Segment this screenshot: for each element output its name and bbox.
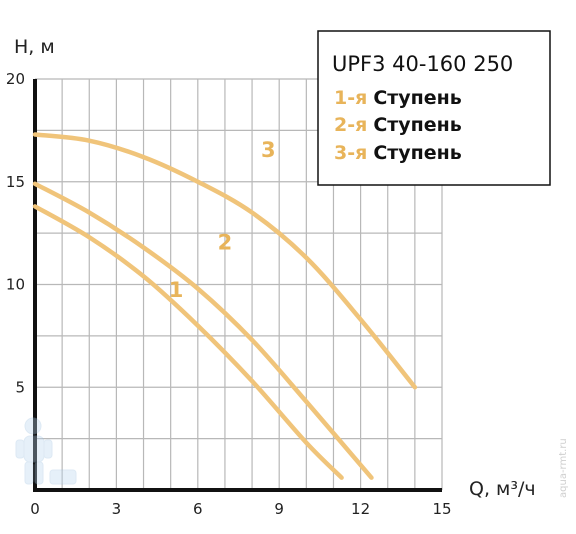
series-3-label: 3 <box>261 138 276 162</box>
y-tick-label: 5 <box>15 378 25 396</box>
series-1-label: 1 <box>169 278 184 302</box>
legend-entry-2-num: 2-я <box>334 114 367 136</box>
legend-entry-3: 3-я Ступень <box>334 142 462 164</box>
legend: UPF3 40-160 250 1-я Ступень 2-я Ступень 3-… <box>317 30 551 186</box>
legend-entry-1-num: 1-я <box>334 87 367 109</box>
legend-entry-1: 1-я Ступень <box>334 87 462 109</box>
y-axis-title: H, м <box>14 36 55 58</box>
legend-entry-3-word: Ступень <box>373 142 462 164</box>
series-1-line <box>32 204 344 480</box>
x-tick-label: 3 <box>112 500 122 518</box>
series-2-line <box>32 181 374 480</box>
legend-entry-2: 2-я Ступень <box>334 114 462 136</box>
series-labels: 1 2 3 <box>169 138 276 302</box>
watermark: aqua-rmt.ru <box>558 438 569 498</box>
x-axis-title: Q, м³/ч <box>469 478 536 500</box>
legend-title: UPF3 40-160 250 <box>332 52 513 76</box>
series-3-line <box>32 132 418 390</box>
legend-entry-2-word: Ступень <box>373 114 462 136</box>
mascot-logo <box>15 417 77 485</box>
x-tick-label: 0 <box>30 500 40 518</box>
legend-box <box>317 30 551 186</box>
x-tick-label: 12 <box>351 500 370 518</box>
series-2-label: 2 <box>218 231 233 255</box>
y-tick-label: 10 <box>6 276 25 294</box>
series-curves <box>32 132 418 480</box>
legend-entry-3-num: 3-я <box>334 142 367 164</box>
legend-entry-1-word: Ступень <box>373 87 462 109</box>
x-tick-label: 9 <box>274 500 284 518</box>
x-tick-label: 15 <box>432 500 451 518</box>
y-tick-label: 15 <box>6 173 25 191</box>
y-tick-label: 20 <box>6 70 25 88</box>
axes <box>33 79 442 492</box>
x-tick-label: 6 <box>193 500 203 518</box>
